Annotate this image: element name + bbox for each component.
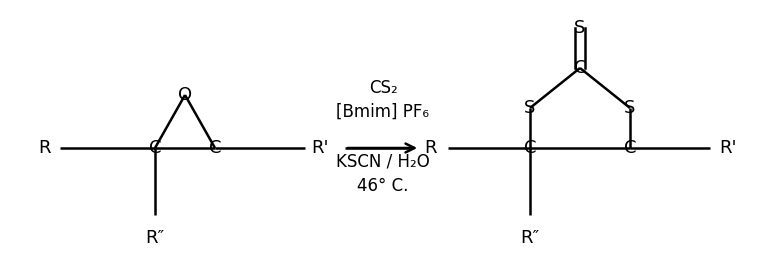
Text: R': R' [311,139,329,157]
Text: R': R' [719,139,737,157]
Text: [Bmim] PF₆: [Bmim] PF₆ [336,103,430,121]
Text: 46° C.: 46° C. [357,177,409,195]
Text: S: S [624,99,636,117]
Text: O: O [178,86,192,104]
Text: C: C [574,59,586,77]
Text: C: C [524,139,536,157]
Text: R″: R″ [146,229,165,247]
Text: C: C [149,139,161,157]
Text: KSCN / H₂O: KSCN / H₂O [336,153,430,171]
Text: CS₂: CS₂ [369,79,397,97]
Text: C: C [624,139,636,157]
Text: S: S [524,99,536,117]
Text: C: C [209,139,221,157]
Text: S: S [574,19,586,37]
Text: R: R [38,139,52,157]
Text: R: R [424,139,437,157]
Text: R″: R″ [521,229,540,247]
